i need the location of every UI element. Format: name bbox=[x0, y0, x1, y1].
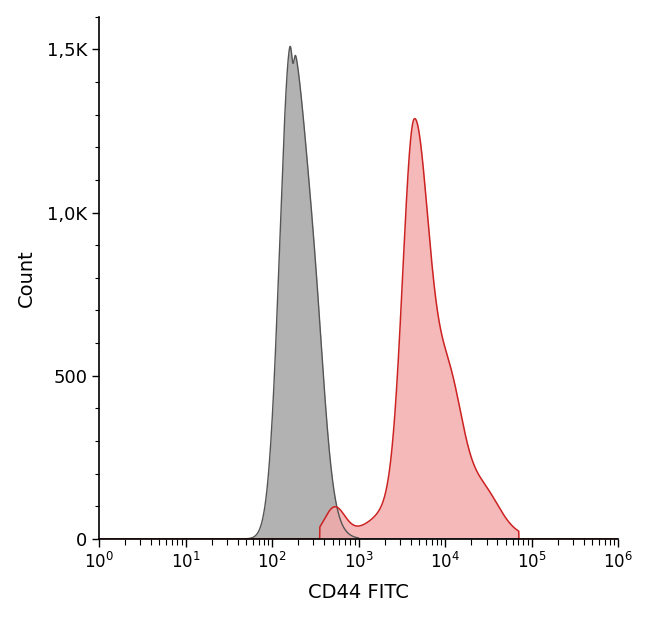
X-axis label: CD44 FITC: CD44 FITC bbox=[308, 583, 409, 602]
Y-axis label: Count: Count bbox=[17, 249, 36, 306]
